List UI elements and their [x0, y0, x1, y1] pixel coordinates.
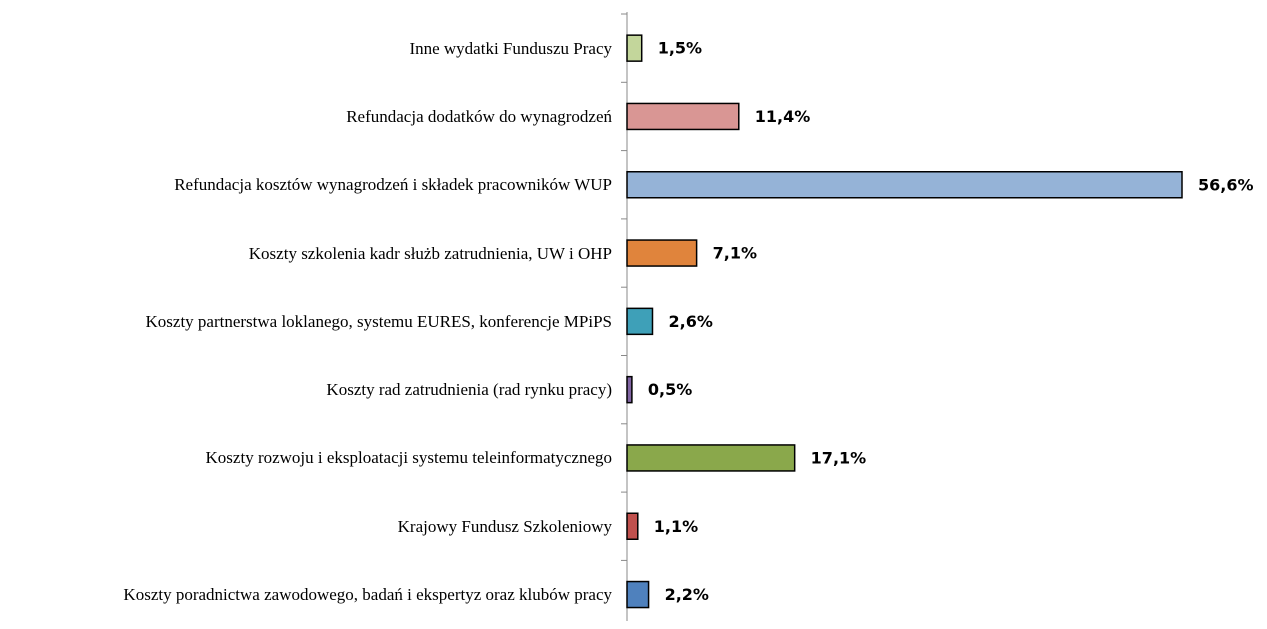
category-label: Koszty poradnictwa zawodowego, badań i e… — [123, 585, 612, 605]
category-label: Refundacja kosztów wynagrodzeń i składek… — [174, 175, 612, 195]
bar — [626, 580, 650, 609]
category-label-box: Koszty poradnictwa zawodowego, badań i e… — [123, 561, 612, 629]
value-label: 1,1% — [654, 517, 698, 536]
category-label-box: Refundacja dodatków do wynagrodzeń — [346, 82, 612, 150]
value-label: 11,4% — [755, 107, 811, 126]
category-label: Refundacja dodatków do wynagrodzeń — [346, 106, 612, 126]
category-label: Krajowy Fundusz Szkoleniowy — [397, 516, 612, 536]
bar — [626, 102, 740, 131]
bar — [626, 375, 633, 404]
category-label-box: Krajowy Fundusz Szkoleniowy — [398, 492, 612, 560]
category-label: Inne wydatki Funduszu Pracy — [409, 38, 612, 58]
category-label-box: Koszty partnerstwa loklanego, systemu EU… — [146, 287, 613, 355]
bar — [626, 307, 654, 336]
category-label: Koszty rozwoju i eksploatacji systemu te… — [205, 448, 612, 468]
category-label: Koszty szkolenia kadr służb zatrudnienia… — [248, 243, 612, 263]
value-label: 2,6% — [668, 312, 712, 331]
value-label: 0,5% — [648, 380, 692, 399]
category-label-box: Inne wydatki Funduszu Pracy — [409, 14, 612, 82]
value-label: 17,1% — [811, 448, 867, 467]
category-label-box: Koszty rozwoju i eksploatacji systemu te… — [206, 424, 612, 492]
category-label: Koszty rad zatrudnienia (rad rynku pracy… — [326, 380, 612, 400]
category-label-box: Koszty rad zatrudnienia (rad rynku pracy… — [326, 356, 612, 424]
bar — [626, 239, 698, 267]
bar — [626, 171, 1183, 199]
value-label: 7,1% — [713, 244, 757, 263]
bar — [626, 34, 643, 62]
value-label: 2,2% — [665, 585, 709, 604]
bar — [626, 512, 639, 540]
bar — [626, 444, 796, 472]
category-label-box: Refundacja kosztów wynagrodzeń i składek… — [174, 151, 612, 219]
category-label: Koszty partnerstwa loklanego, systemu EU… — [145, 311, 613, 331]
category-label-box: Koszty szkolenia kadr służb zatrudnienia… — [249, 219, 612, 287]
value-label: 1,5% — [658, 39, 702, 58]
value-label: 56,6% — [1198, 175, 1254, 194]
